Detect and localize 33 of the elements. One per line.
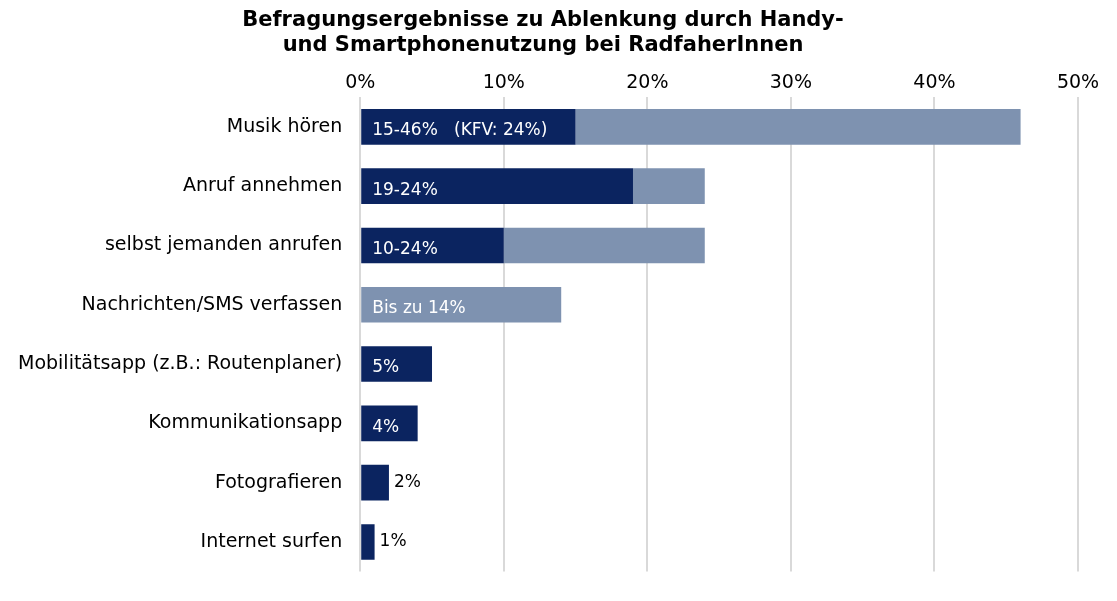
x-tick-label: 30%: [769, 69, 813, 92]
bar: [361, 346, 433, 382]
bar: [632, 168, 705, 204]
y-tick-label: selbst jemanden anrufen: [104, 232, 343, 255]
bar: [361, 464, 389, 501]
x-tick-label: 10%: [482, 69, 525, 92]
x-tick-label: 0%: [345, 69, 376, 92]
x-tick-label: 20%: [626, 69, 669, 92]
x-tick-label: 50%: [1056, 69, 1100, 92]
y-tick-label: Mobilitätsapp (z.B.: Routenplaner): [18, 350, 343, 373]
data-label: Bis zu 14%: [372, 297, 466, 318]
data-label: 4%: [372, 415, 400, 436]
data-label: 10-24%: [372, 237, 438, 258]
y-tick-label: Musik hören: [226, 113, 343, 136]
bar: [361, 405, 418, 442]
bar: [361, 168, 633, 204]
data-label: 2%: [393, 471, 421, 492]
y-tick-label: Anruf annehmen: [182, 173, 343, 196]
data-label: 19-24%: [372, 178, 438, 199]
bar: [575, 109, 1021, 145]
bar: [361, 524, 375, 560]
bar: [503, 227, 705, 264]
data-label: 15-46% (KFV: 24%): [372, 119, 548, 140]
y-tick-label: Internet surfen: [200, 528, 343, 551]
y-tick-label: Fotografieren: [214, 469, 343, 492]
data-label: 1%: [379, 530, 407, 551]
y-tick-label: Nachrichten/SMS verfassen: [81, 291, 343, 314]
chart-title: Befragungsergebnisse zu Ablenkung durch Handy- und Smartphonenutzung bei RadfaherInnen: [242, 7, 844, 57]
data-label: 5%: [372, 356, 400, 377]
bar: [361, 286, 562, 323]
y-tick-label: Kommunikationsapp: [148, 410, 343, 433]
bar: [361, 227, 504, 264]
x-tick-label: 40%: [913, 69, 956, 92]
